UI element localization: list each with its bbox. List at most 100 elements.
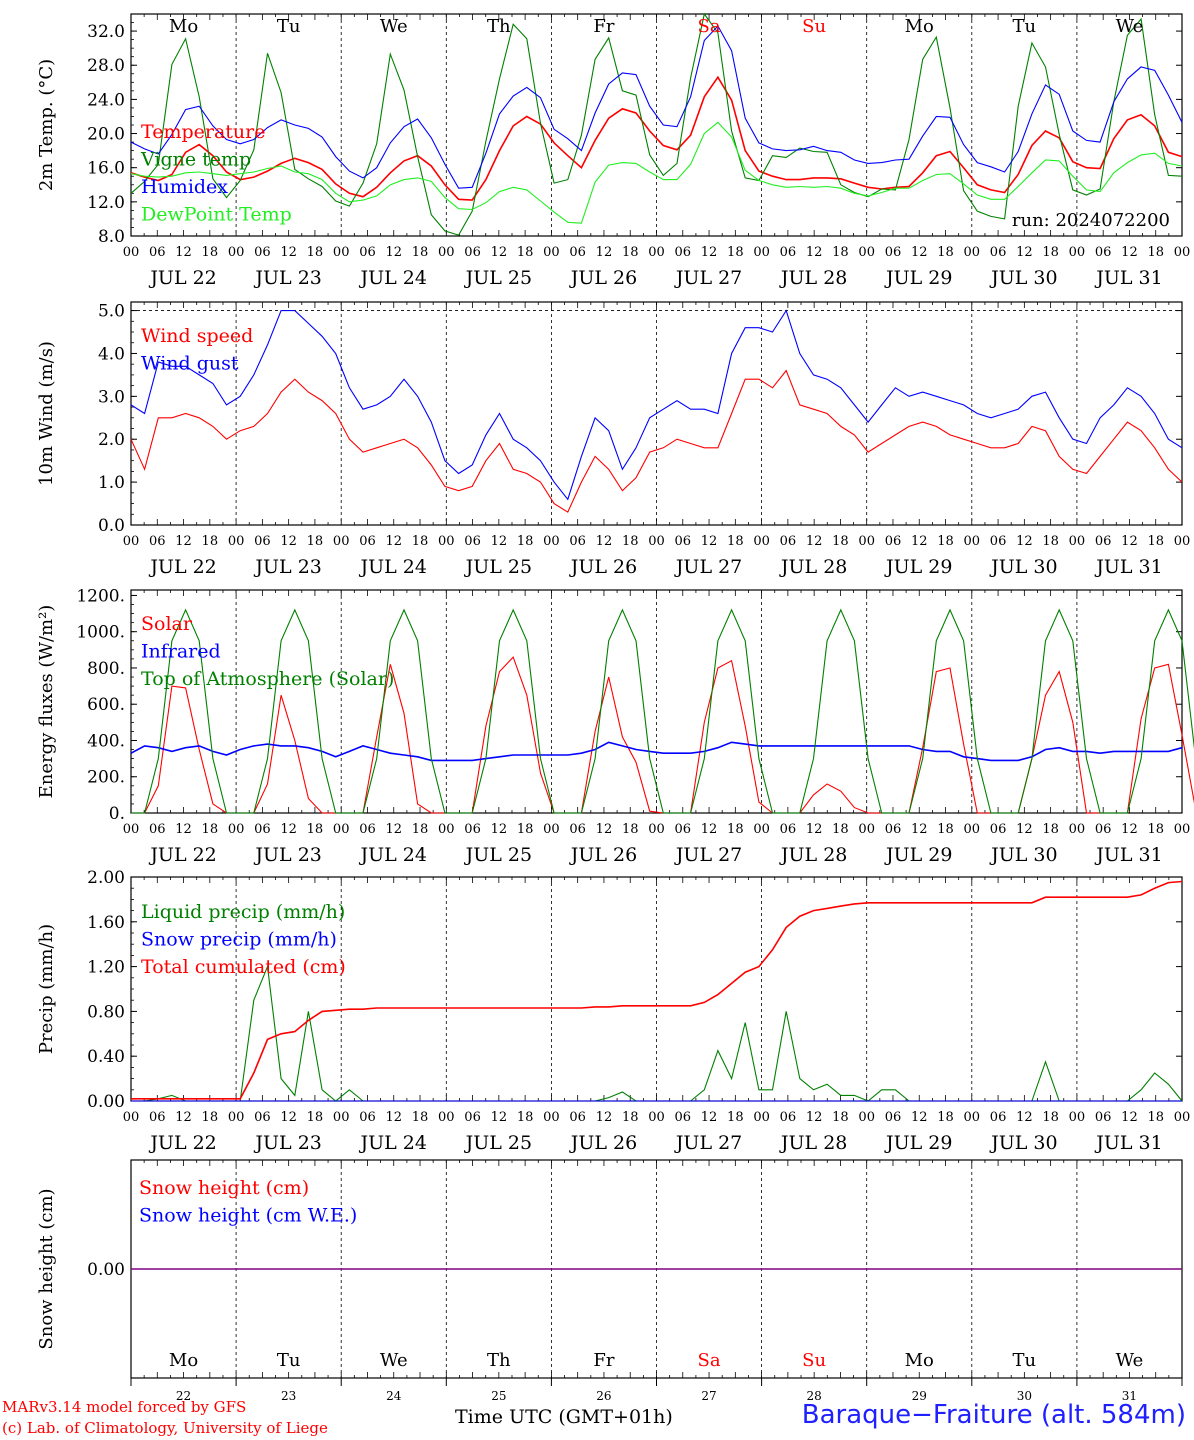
hour-label: 06: [780, 245, 797, 260]
y-tick-label: 1.20: [87, 958, 125, 978]
y-tick-label: 2.0: [98, 430, 125, 450]
hour-label: 00: [1174, 1110, 1191, 1125]
hour-label: 12: [701, 534, 718, 549]
series-vigne-temp: [130, 12, 1183, 236]
hour-label: 12: [806, 534, 823, 549]
day-number: 22: [176, 1389, 191, 1403]
hour-label: 12: [491, 245, 508, 260]
legend-vigne-temp: Vigne temp: [140, 149, 251, 171]
weekday-label: Mo: [905, 1350, 934, 1371]
legend-wind-gust: Wind gust: [141, 353, 239, 375]
hour-label: 12: [911, 534, 928, 549]
hour-label: 12: [491, 1110, 508, 1125]
hour-label: 00: [228, 245, 245, 260]
weekday-label: Mo: [169, 1350, 198, 1371]
hour-label: 06: [359, 534, 376, 549]
y-tick-label: 800.: [87, 659, 125, 679]
hour-label: 00: [438, 245, 455, 260]
day-number: 28: [807, 1389, 822, 1403]
hour-label: 06: [464, 1110, 481, 1125]
date-label: JUL 30: [989, 844, 1057, 866]
hour-label: 00: [753, 822, 770, 837]
date-label: JUL 29: [884, 1132, 952, 1154]
hour-label: 06: [675, 1110, 692, 1125]
hour-label: 00: [1069, 245, 1086, 260]
hour-label: 12: [280, 822, 297, 837]
hour-label: 06: [254, 245, 271, 260]
hour-label: 18: [1147, 822, 1164, 837]
hour-label: 06: [885, 822, 902, 837]
hour-label: 06: [990, 245, 1007, 260]
date-label: JUL 27: [674, 556, 742, 578]
legend-dewpoint-temp: DewPoint Temp: [141, 204, 292, 226]
hour-label: 12: [596, 1110, 613, 1125]
hour-label: 18: [307, 822, 324, 837]
hour-label: 00: [1174, 822, 1191, 837]
hour-label: 18: [727, 822, 744, 837]
hour-label: 06: [675, 245, 692, 260]
hour-label: 12: [491, 534, 508, 549]
date-label: JUL 25: [464, 556, 532, 578]
hour-label: 18: [202, 245, 219, 260]
day-number: 30: [1017, 1389, 1032, 1403]
y-tick-label: 24.0: [87, 90, 125, 110]
date-label: JUL 22: [148, 267, 216, 289]
hour-label: 18: [937, 534, 954, 549]
hour-label: 00: [543, 1110, 560, 1125]
hour-label: 00: [753, 534, 770, 549]
hour-label: 06: [569, 534, 586, 549]
hour-label: 12: [1121, 1110, 1138, 1125]
hour-label: 06: [569, 245, 586, 260]
hour-label: 12: [280, 534, 297, 549]
date-label: JUL 29: [884, 556, 952, 578]
y-tick-label: 1.0: [98, 473, 125, 493]
date-label: JUL 27: [674, 1132, 742, 1154]
hour-label: 00: [123, 1110, 140, 1125]
hour-label: 18: [937, 822, 954, 837]
date-label: JUL 28: [779, 556, 847, 578]
hour-label: 06: [359, 822, 376, 837]
hour-label: 00: [333, 822, 350, 837]
weekday-label: Tu: [1013, 16, 1037, 37]
hour-label: 12: [175, 534, 192, 549]
y-tick-label: 2.00: [87, 868, 125, 888]
series-temperature: [130, 75, 1183, 201]
date-label: JUL 25: [464, 267, 532, 289]
hour-label: 18: [412, 822, 429, 837]
legend-total-cumulated-cm-: Total cumulated (cm): [141, 956, 346, 978]
day-number: 29: [912, 1389, 927, 1403]
hour-label: 12: [175, 1110, 192, 1125]
y-tick-label: 8.0: [98, 227, 125, 247]
hour-label: 18: [832, 1110, 849, 1125]
hour-label: 18: [937, 1110, 954, 1125]
hour-label: 12: [701, 1110, 718, 1125]
hour-label: 18: [202, 534, 219, 549]
y-axis-label: Precip (mm/h): [36, 924, 57, 1054]
hour-label: 06: [464, 822, 481, 837]
hour-label: 00: [123, 534, 140, 549]
weekday-label: Fr: [593, 16, 614, 37]
hour-label: 18: [622, 534, 639, 549]
legend-humidex: Humidex: [141, 176, 228, 198]
hour-label: 18: [727, 534, 744, 549]
hour-label: 18: [1147, 534, 1164, 549]
y-axis-label: Energy fluxes (W/m²): [36, 605, 57, 799]
hour-label: 06: [254, 1110, 271, 1125]
hour-label: 18: [622, 1110, 639, 1125]
y-axis-label: 2m Temp. (°C): [36, 59, 57, 191]
series-humidex: [130, 25, 1183, 189]
date-label: JUL 29: [884, 844, 952, 866]
hour-label: 00: [228, 534, 245, 549]
date-label: JUL 25: [464, 1132, 532, 1154]
hour-label: 12: [806, 822, 823, 837]
hour-label: 06: [1095, 245, 1112, 260]
date-label: JUL 22: [148, 1132, 216, 1154]
hour-label: 12: [280, 1110, 297, 1125]
date-label: JUL 26: [569, 844, 637, 866]
hour-label: 12: [491, 822, 508, 837]
date-label: JUL 27: [674, 844, 742, 866]
hour-label: 00: [858, 1110, 875, 1125]
hour-label: 00: [123, 822, 140, 837]
hour-label: 06: [990, 1110, 1007, 1125]
